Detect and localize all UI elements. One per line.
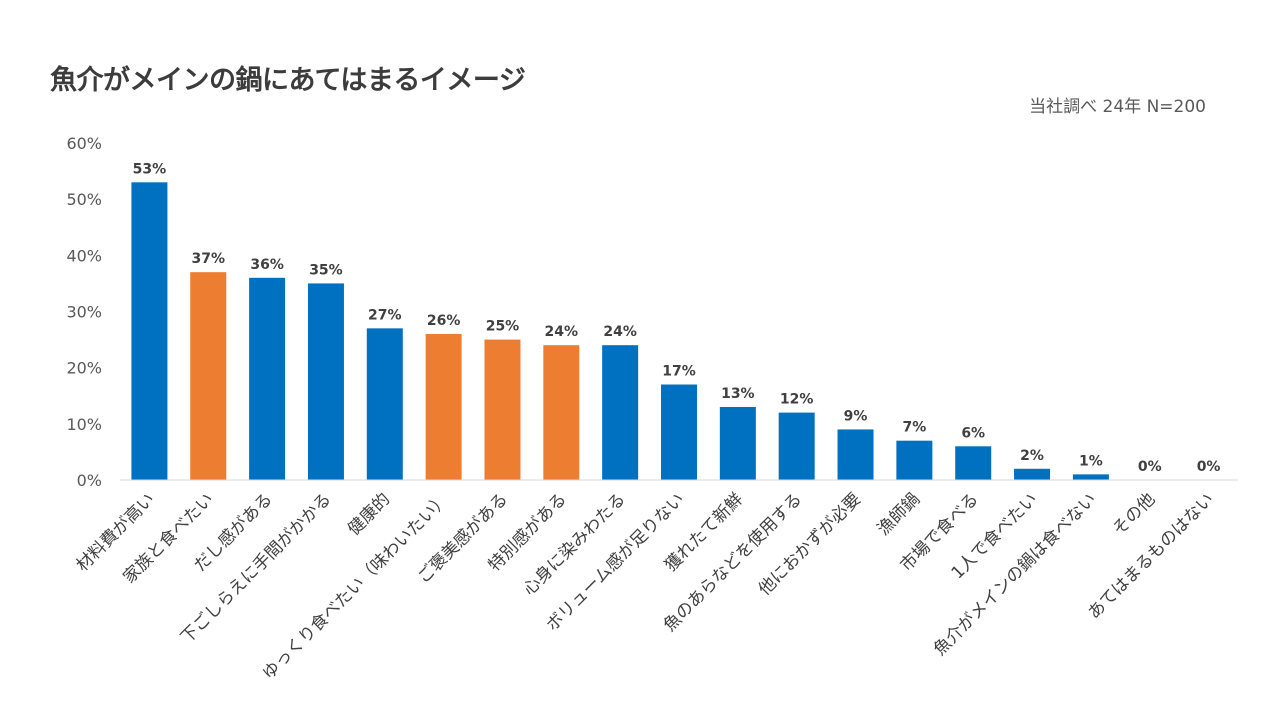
- x-tick-label: 健康的: [344, 489, 394, 539]
- data-label: 26%: [427, 313, 461, 329]
- bar: [425, 333, 462, 480]
- y-tick-label: 40%: [66, 246, 102, 265]
- bar: [1072, 474, 1109, 480]
- data-label: 13%: [721, 386, 755, 402]
- data-label: 24%: [603, 324, 637, 340]
- data-label: 24%: [545, 324, 579, 340]
- data-label: 0%: [1138, 459, 1162, 475]
- x-tick-label: 心身に染みわたる: [519, 489, 629, 599]
- data-label: 36%: [250, 257, 284, 273]
- y-axis: 0% 10% 20% 30% 40% 50% 60%: [66, 134, 102, 490]
- data-label: 0%: [1197, 459, 1221, 475]
- y-tick-label: 50%: [66, 190, 102, 209]
- bar: [837, 429, 874, 480]
- x-tick-label: その他: [1109, 489, 1159, 539]
- value-labels: 53% 37% 36% 35% 27% 26% 25% 24% 24% 17% 13% 12% 9% 7%…: [133, 161, 1221, 475]
- data-label: 1%: [1079, 453, 1103, 469]
- bar: [249, 277, 286, 480]
- y-tick-label: 30%: [66, 303, 102, 322]
- bar: [955, 446, 992, 480]
- data-label: 12%: [780, 392, 814, 408]
- y-tick-label: 60%: [66, 134, 102, 153]
- x-tick-label: 他におかずが必要: [755, 489, 865, 599]
- data-label: 37%: [192, 251, 226, 267]
- data-label: 7%: [902, 420, 926, 436]
- bar: [484, 339, 521, 480]
- data-label: 17%: [662, 364, 696, 380]
- bar: [778, 412, 815, 480]
- y-tick-label: 20%: [66, 359, 102, 378]
- bar: [131, 182, 168, 481]
- bar: [543, 345, 580, 480]
- x-tick-label: 漁師鍋: [874, 489, 924, 539]
- data-label: 53%: [133, 161, 167, 177]
- bar: [190, 272, 227, 480]
- bar: [366, 328, 403, 480]
- y-tick-label: 10%: [66, 415, 102, 434]
- bar: [602, 345, 639, 480]
- data-label: 25%: [486, 319, 520, 335]
- data-label: 6%: [961, 425, 985, 441]
- source-note: 当社調べ 24年 N=200: [1029, 97, 1206, 117]
- data-label: 2%: [1020, 448, 1044, 464]
- bar: [1014, 468, 1051, 480]
- data-label: 27%: [368, 307, 402, 323]
- bar: [307, 283, 344, 480]
- y-tick-label: 0%: [77, 471, 102, 490]
- data-label: 35%: [309, 262, 343, 278]
- data-label: 9%: [844, 408, 868, 424]
- bar: [661, 384, 697, 480]
- bar: [896, 440, 933, 480]
- bars: [131, 182, 1109, 481]
- chart-title: 魚介がメインの鍋にあてはまるイメージ: [50, 65, 526, 96]
- bar: [719, 406, 756, 480]
